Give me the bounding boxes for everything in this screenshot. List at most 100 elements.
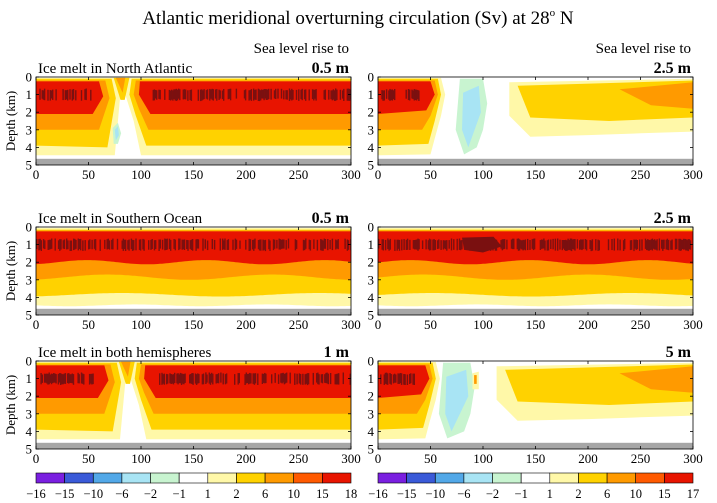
core-stripe [287,238,290,249]
core-stripe [650,239,652,250]
core-stripe [60,239,62,250]
core-stripe-right [252,373,254,384]
colorbar-label: 17 [687,487,700,501]
core-stripe-right [171,374,174,384]
core-stripe [532,238,535,251]
core-stripe [111,239,113,250]
core-stripe [186,239,188,249]
core-stripe-right [335,88,337,101]
core-stripe-right [173,89,175,100]
core-stripe-right [191,373,193,384]
core-stripe [417,238,419,251]
y-tick-label: 3 [368,406,375,421]
core-stripe [133,240,135,251]
core-stripe-right [280,373,282,383]
x-tick-label: 150 [526,317,546,332]
core-stripe-right [343,88,345,101]
core-stripe-left [407,89,410,101]
core-stripe [283,239,285,249]
colorbar-label: −10 [84,487,104,501]
core-stripe [226,240,228,250]
colorbar-label: −16 [368,487,388,501]
x-tick-label: 250 [289,167,309,182]
core-stripe [401,239,403,251]
core-stripe [520,240,522,249]
core-stripe [644,238,647,249]
core-stripe-left [388,90,390,100]
panel-top-left: 0 50 100 150 200 250 300 0 1 2 3 4 5 Depth (km) Ice me… [3,41,361,182]
core-stripe [622,240,625,251]
core-stripe [617,238,619,251]
core-stripe-right [235,88,238,99]
core-stripe [687,239,689,252]
core-stripe-left [71,89,73,101]
core-stripe [685,239,687,251]
core-stripe-left [418,90,420,101]
x-tick-label: 150 [184,317,204,332]
core-stripe [263,240,265,250]
core-stripe [531,239,533,249]
core-stripe-right [281,373,283,384]
core-stripe [562,240,565,249]
row-label: Ice melt in North Atlantic [38,61,192,77]
core-stripe-right [277,374,280,384]
core-stripe-right [314,89,316,99]
y-tick-label: 1 [26,87,33,102]
core-stripe [589,240,591,249]
core-stripe-right [248,90,250,101]
core-stripe [506,239,508,250]
core-stripe-right [159,373,161,385]
colorbar-swatch [578,472,608,484]
core-stripe [503,239,506,249]
core-stripe [36,239,38,249]
y-axis-label: Depth (km) [3,241,18,301]
core-stripe [131,239,134,251]
core-stripe-left [413,89,415,101]
core-stripe-right [184,373,186,383]
core-stripe [151,239,153,249]
core-stripe [108,240,111,250]
core-stripe [561,240,563,251]
core-stripe-right [152,89,154,101]
streamfunction-field [378,227,693,315]
core-stripe [196,239,198,249]
core-stripe-left [47,89,49,101]
bottom-band [36,158,351,165]
core-stripe-right [307,373,310,385]
core-stripe-right [249,372,251,384]
core-stripe [546,240,548,251]
core-stripe-left [387,373,389,385]
core-stripe-right [305,373,307,384]
core-stripe [54,238,56,251]
core-stripe-right [243,90,246,99]
core-stripe-right [210,89,212,99]
core-stripe-right [209,373,212,385]
core-stripe [394,239,396,251]
core-stripe [607,239,610,251]
core-stripe-right [202,373,205,385]
core-stripe [667,239,670,251]
core-stripe-right [327,373,329,385]
core-stripe-right [209,88,211,101]
core-stripe-right [176,89,179,101]
streamfunction-field [36,77,351,165]
core-stripe [572,239,574,250]
core-stripe [47,240,49,250]
core-stripe-right [263,89,265,101]
colorbar-swatch [64,472,94,484]
bottom-band [36,442,351,449]
core-stripe-right [163,373,165,385]
core-stripe [676,238,678,250]
core-stripe [630,240,633,250]
core-stripe-right [228,88,231,99]
core-stripe [665,239,667,250]
colorbar-swatch [606,472,636,484]
streamfunction-field [378,361,693,449]
x-tick-label: 250 [289,317,309,332]
y-tick-label: 4 [26,290,33,305]
colorbar-label: 1 [205,487,211,501]
core-stripe-right [300,89,302,100]
core-stripe [579,240,581,250]
core-stripe-right [238,373,240,384]
y-tick-label: 2 [368,105,375,120]
